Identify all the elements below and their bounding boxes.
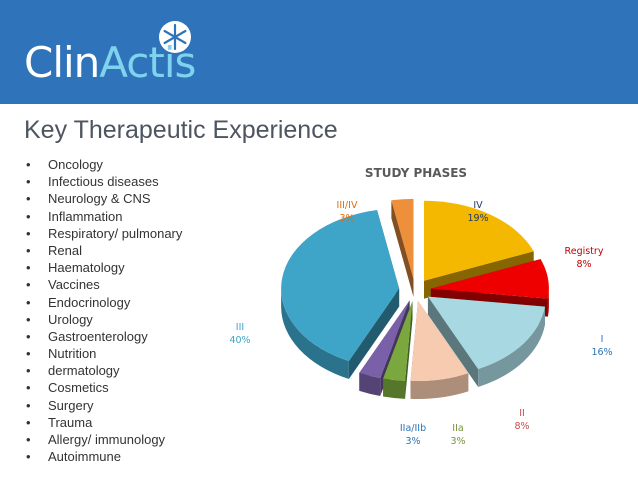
bullet-text: Surgery xyxy=(48,397,94,413)
bullet-item: • Autoimmune xyxy=(26,448,182,465)
bullet-text: Trauma xyxy=(48,414,93,430)
bullet-text: dermatology xyxy=(48,363,120,379)
pie-slice-i xyxy=(427,296,546,387)
pie-slice-ii xyxy=(410,301,469,400)
logo: ClinActis xyxy=(24,42,196,84)
bullet-dot: • xyxy=(26,174,31,190)
bullet-dot: • xyxy=(26,294,31,310)
pie-slice-iii-iv xyxy=(391,198,414,297)
bullet-text: Haematology xyxy=(48,260,125,276)
pie-label-iv-value: 19% xyxy=(467,213,488,224)
pie-label-iii-iv-name: III/IV xyxy=(337,200,358,211)
bullet-text: Respiratory/ pulmonary xyxy=(48,225,183,241)
bullet-item: • Inflammation xyxy=(26,208,182,225)
bullet-dot: • xyxy=(26,157,31,172)
bullet-item: • Trauma xyxy=(26,414,182,431)
bullet-item: • Vaccines xyxy=(26,276,182,293)
bullet-text: Infectious diseases xyxy=(48,174,159,190)
bullet-item: • dermatology xyxy=(26,362,182,379)
bullet-item: • Haematology xyxy=(26,259,182,276)
bullet-item: • Surgery xyxy=(26,397,182,414)
pie-label-iii-name: III xyxy=(236,322,244,333)
bullet-text: Cosmetics xyxy=(48,380,109,396)
pie-label-iii-value: 40% xyxy=(229,335,250,346)
bullet-text: Vaccines xyxy=(48,277,100,293)
bullet-item: • Allergy/ immunology xyxy=(26,431,182,448)
pie-slice-iia xyxy=(383,301,413,399)
pie-label-iv-name: IV xyxy=(473,200,483,211)
bullet-dot: • xyxy=(26,260,31,276)
pie-label-iia-value: 3% xyxy=(450,436,465,447)
pie-label-ii-value: 8% xyxy=(514,421,529,432)
bullet-text: Nutrition xyxy=(48,346,97,362)
bullet-item: • Renal xyxy=(26,242,182,259)
bullet-text: Neurology & CNS xyxy=(48,191,151,207)
bullet-dot: • xyxy=(26,191,31,207)
pie-labels: IV 19% Registry 8% I 16% II 8% IIa 3% IIa/IIb 3% III… xyxy=(229,200,612,447)
bullet-dot: • xyxy=(26,449,31,465)
pie-label-registry-value: 8% xyxy=(576,259,591,270)
bullet-dot: • xyxy=(26,328,31,344)
pie-label-iia-name: IIa xyxy=(452,423,463,434)
chart-title: STUDY PHASES xyxy=(365,166,467,180)
bullet-item: • Cosmetics xyxy=(26,379,182,396)
pie-slice-iii xyxy=(281,210,400,379)
pie-label-iii-iv-value: 3% xyxy=(339,213,354,224)
bullet-dot: • xyxy=(26,397,31,413)
bullet-dot: • xyxy=(26,225,31,241)
snowflake-icon xyxy=(159,21,191,53)
therapeutic-areas-list: • Oncology • Infectious diseases • Neurology … xyxy=(26,156,182,465)
bullet-text: Endocrinology xyxy=(48,294,131,310)
pie-label-ii-name: II xyxy=(519,408,525,419)
pie-label-iia-iib-name: IIa/IIb xyxy=(400,423,426,434)
bullet-dot: • xyxy=(26,363,31,379)
pie-slices xyxy=(281,198,549,400)
bullet-text: Urology xyxy=(48,311,93,327)
study-phases-pie-chart: STUDY PHASES IV 19% Registry 8% I 16% II 8% IIa 3… xyxy=(229,166,612,447)
bullet-text: Inflammation xyxy=(48,208,123,224)
bullet-dot: • xyxy=(26,277,31,293)
bullet-dot: • xyxy=(26,380,31,396)
bullet-text: Autoimmune xyxy=(48,449,121,465)
bullet-item: • Infectious diseases xyxy=(26,173,182,190)
bullet-dot: • xyxy=(26,432,31,447)
bullet-dot: • xyxy=(26,346,31,362)
bullet-dot: • xyxy=(26,414,31,430)
bullet-item: • Respiratory/ pulmonary xyxy=(26,225,182,242)
bullet-item: • Urology xyxy=(26,311,182,328)
bullet-item: • Endocrinology xyxy=(26,294,182,311)
bullet-dot: • xyxy=(26,208,31,224)
pie-label-registry-name: Registry xyxy=(565,246,604,257)
pie-label-i-name: I xyxy=(601,334,604,345)
bullet-text: Oncology xyxy=(48,157,103,172)
bullet-dot: • xyxy=(26,242,31,258)
bullet-text: Renal xyxy=(48,242,82,258)
bullet-item: • Oncology xyxy=(26,156,182,173)
bullet-item: • Neurology & CNS xyxy=(26,190,182,207)
header-bar: ClinActis xyxy=(0,0,638,104)
pie-label-i-value: 16% xyxy=(591,347,612,358)
bullet-text: Gastroenterology xyxy=(48,328,148,344)
bullet-item: • Nutrition xyxy=(26,345,182,362)
slide-title: Key Therapeutic Experience xyxy=(24,116,338,144)
pie-label-iia-iib-value: 3% xyxy=(405,436,420,447)
bullet-dot: • xyxy=(26,311,31,327)
logo-text-clin: Clin xyxy=(24,38,100,87)
logo-text-actis: Actis xyxy=(99,38,196,87)
bullet-text: Allergy/ immunology xyxy=(48,432,166,447)
bullet-item: • Gastroenterology xyxy=(26,328,182,345)
